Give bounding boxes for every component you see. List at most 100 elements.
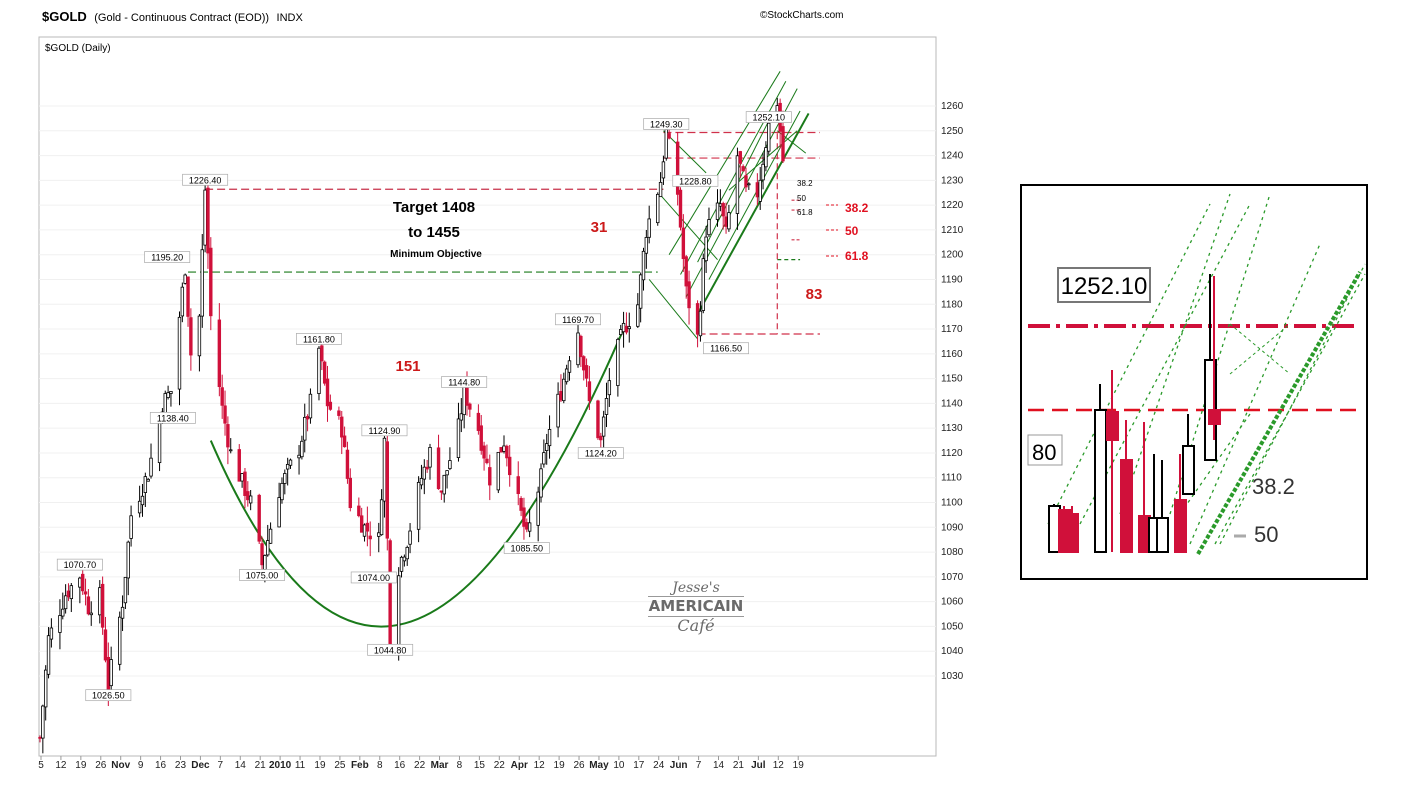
- depth-31: 31: [591, 219, 608, 236]
- candle-body: [519, 498, 523, 511]
- candle-body: [120, 606, 125, 619]
- candle-body: [325, 378, 330, 407]
- candle-body: [701, 258, 705, 311]
- price-label: 1124.90: [369, 426, 401, 436]
- candle-body: [58, 615, 62, 633]
- candle-body: [425, 466, 429, 470]
- candle-body: [436, 447, 441, 490]
- price-label: 1026.50: [92, 691, 125, 701]
- candle-body: [482, 445, 486, 459]
- fib-large-50: 50: [845, 224, 859, 238]
- candle-body: [297, 454, 301, 459]
- plot-frame: [38, 36, 937, 757]
- x-tick-label: 2010: [269, 760, 292, 771]
- x-tick-label: 16: [155, 760, 167, 771]
- cup-arc: [209, 328, 625, 628]
- inset-candle-body: [1066, 513, 1079, 553]
- candle-body: [61, 608, 65, 617]
- candle-body: [601, 416, 606, 437]
- candle-body: [536, 491, 540, 526]
- candle-body: [337, 410, 341, 416]
- price-label-box: [149, 412, 196, 424]
- candle-body: [547, 429, 552, 447]
- inset-x-line: [1229, 323, 1291, 375]
- candle-body: [83, 591, 88, 595]
- candle-body: [658, 181, 663, 198]
- candle-body: [100, 583, 105, 628]
- candle-body: [303, 416, 307, 441]
- inset-candle-body: [1120, 459, 1133, 553]
- price-label: 1074.00: [357, 573, 390, 583]
- candle-body: [283, 473, 287, 484]
- candle-body: [596, 400, 600, 439]
- candle-body: [684, 256, 688, 287]
- candle-body: [767, 122, 771, 152]
- candle-body: [505, 445, 509, 459]
- candle-body: [525, 522, 529, 530]
- price-label: 1195.20: [151, 253, 183, 263]
- candle-body: [257, 494, 261, 542]
- candle-body: [755, 182, 760, 198]
- candle-body: [647, 218, 651, 238]
- price-label-box: [367, 643, 414, 656]
- candle-body: [123, 576, 128, 604]
- candle-body: [758, 179, 762, 202]
- candle-body: [246, 491, 250, 501]
- y-tick-label: 1200: [941, 250, 964, 261]
- target-line-2: to 1455: [408, 224, 460, 241]
- candle-body: [516, 476, 520, 495]
- y-tick-label: 1250: [941, 126, 964, 137]
- x-tick-label: 8: [377, 760, 383, 771]
- candle-body: [502, 445, 506, 452]
- candle-body: [576, 332, 580, 366]
- candle-body: [78, 577, 82, 588]
- candle-body: [203, 189, 207, 246]
- y-tick-label: 1030: [941, 671, 964, 682]
- trend-channel-line: [708, 110, 801, 280]
- candle-body: [485, 458, 489, 464]
- x-tick-label: 19: [793, 760, 805, 771]
- candle-body: [43, 669, 48, 708]
- candle-body: [419, 478, 424, 486]
- price-label-box: [182, 173, 229, 186]
- price-label-box: [441, 376, 488, 388]
- candle-body: [197, 315, 202, 357]
- trend-channel-line: [660, 194, 718, 260]
- candle-body: [735, 155, 740, 214]
- candle-body: [678, 189, 683, 228]
- logo-line3: Café: [677, 616, 715, 635]
- y-tick-label: 1240: [941, 151, 964, 162]
- candle-body: [604, 398, 609, 415]
- x-tick-label: Jun: [670, 760, 688, 771]
- candle-body: [422, 466, 427, 480]
- candle-body: [715, 202, 720, 220]
- inset-candle-body: [1208, 409, 1221, 425]
- candle-body: [428, 447, 432, 468]
- fib-large-618: 61.8: [845, 249, 869, 263]
- candle-body: [496, 451, 501, 491]
- y-tick-label: 1130: [941, 423, 963, 434]
- x-tick-label: 12: [55, 760, 67, 771]
- chart-header: $GOLD (Gold - Continuous Contract (EOD))…: [42, 8, 942, 26]
- zoom-inset: 1252.10 80 38.2 50: [1020, 184, 1368, 580]
- price-label-box: [361, 424, 408, 437]
- inset-left-label: 80: [1032, 440, 1056, 465]
- y-tick-label: 1230: [941, 175, 964, 186]
- candle-body: [81, 573, 85, 592]
- x-tick-label: 21: [733, 760, 745, 771]
- price-label-box: [144, 251, 191, 263]
- trend-channel-line: [697, 120, 770, 263]
- candle-body: [200, 249, 204, 317]
- candle-body: [462, 383, 466, 416]
- cafe-logo: Jesse's AMERICAIN Café: [648, 581, 744, 649]
- inset-candle-body: [1156, 517, 1169, 553]
- candle-body: [408, 530, 412, 545]
- candle-body: [365, 522, 370, 532]
- candle-body: [661, 161, 666, 179]
- fib-small-50: 50: [797, 194, 806, 203]
- candle-body: [129, 515, 133, 539]
- candle-body: [695, 303, 700, 335]
- x-tick-label: 11: [295, 760, 306, 771]
- candle-body: [619, 329, 623, 335]
- candle-body: [468, 403, 472, 410]
